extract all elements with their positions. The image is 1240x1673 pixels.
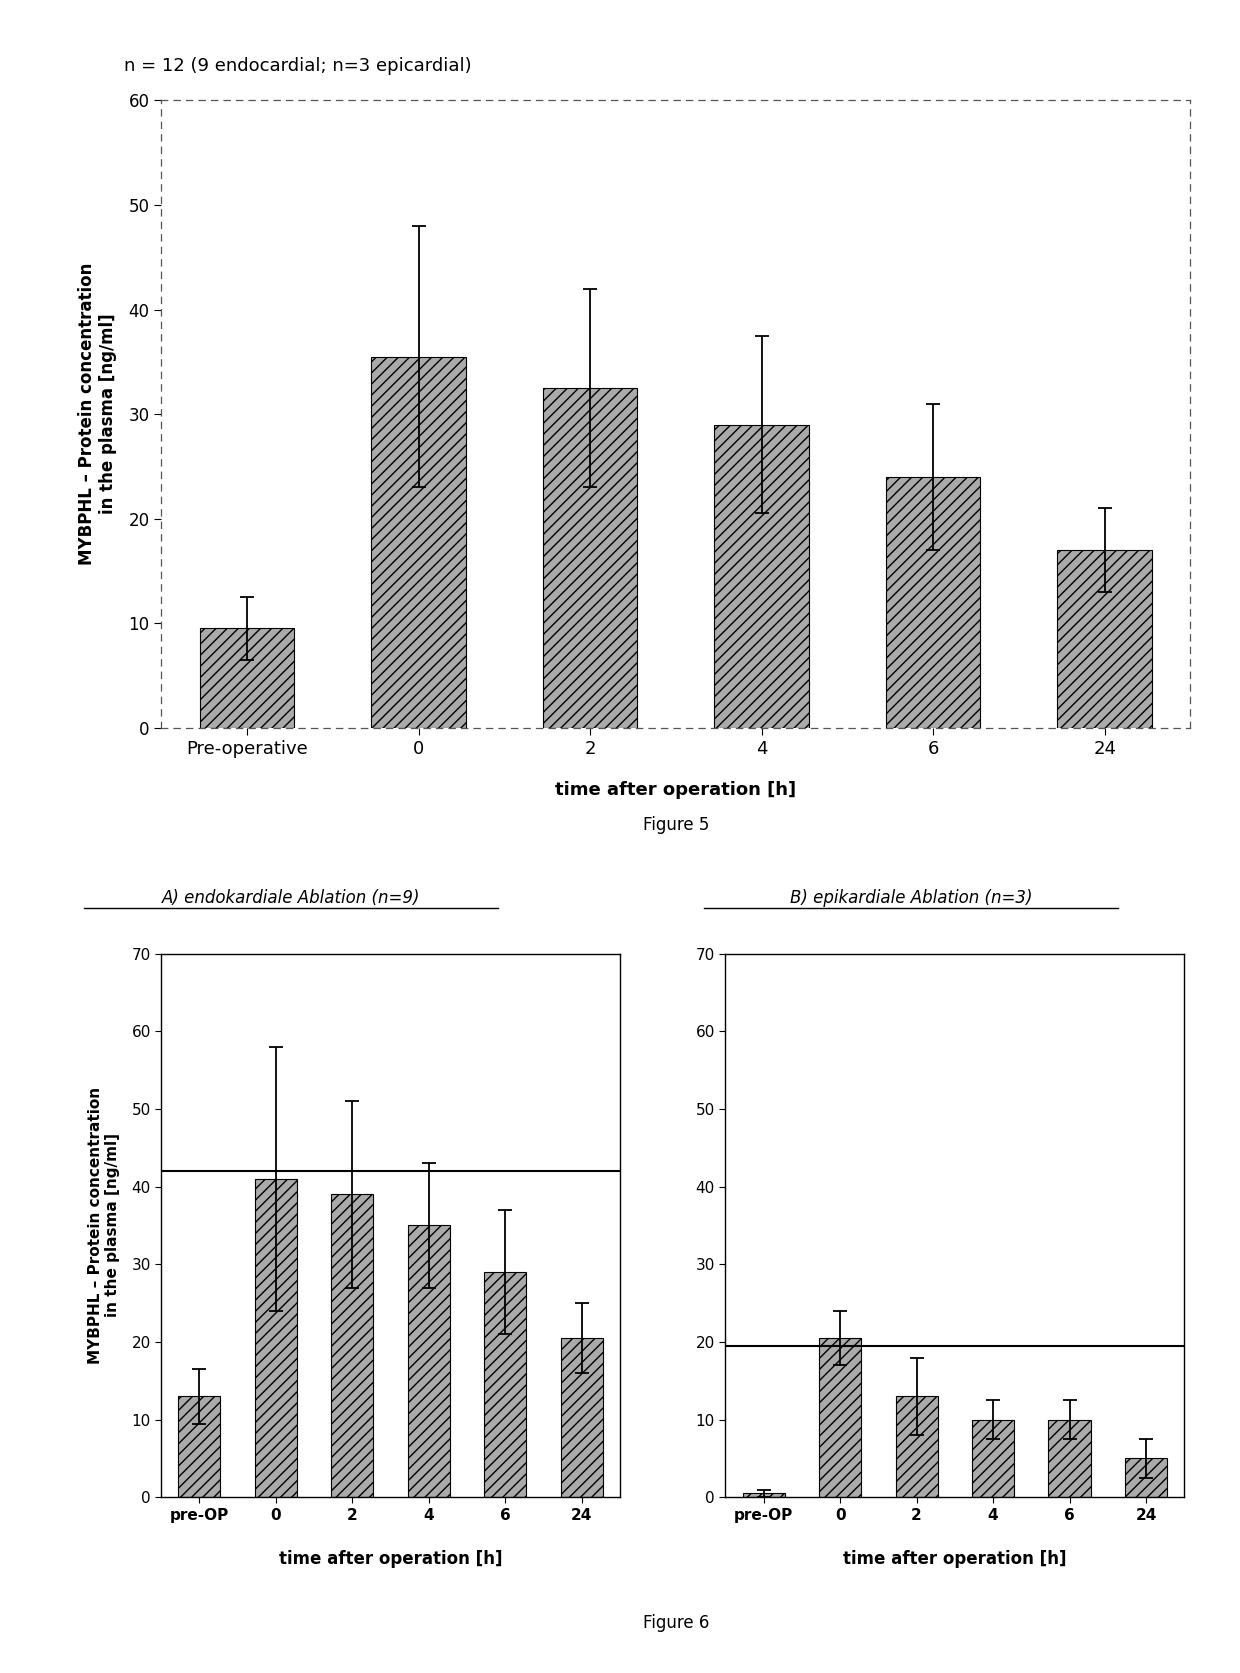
Bar — [200, 629, 294, 728]
Bar — [485, 1271, 526, 1497]
Bar — [972, 1420, 1014, 1497]
Bar — [743, 1494, 785, 1497]
Bar — [331, 1195, 373, 1497]
Text: B) epikardiale Ablation (n=3): B) epikardiale Ablation (n=3) — [790, 888, 1033, 907]
Text: Figure 6: Figure 6 — [642, 1614, 709, 1631]
Bar — [885, 477, 981, 728]
Bar — [371, 356, 466, 728]
Text: n = 12 (9 endocardial; n=3 epicardial): n = 12 (9 endocardial; n=3 epicardial) — [124, 57, 471, 75]
Text: A) endokardiale Ablation (n=9): A) endokardiale Ablation (n=9) — [162, 888, 420, 907]
Text: time after operation [h]: time after operation [h] — [556, 781, 796, 798]
Text: time after operation [h]: time after operation [h] — [843, 1551, 1066, 1568]
Bar — [560, 1338, 603, 1497]
Text: Figure 5: Figure 5 — [642, 816, 709, 833]
Bar — [714, 425, 808, 728]
Bar — [179, 1397, 221, 1497]
Bar — [820, 1338, 861, 1497]
Bar — [1049, 1420, 1090, 1497]
Y-axis label: MYBPHL – Protein concentration
in the plasma [ng/ml]: MYBPHL – Protein concentration in the pl… — [78, 263, 117, 565]
Bar — [1058, 550, 1152, 728]
Bar — [1125, 1459, 1167, 1497]
Y-axis label: MYBPHL – Protein concentration
in the plasma [ng/ml]: MYBPHL – Protein concentration in the pl… — [88, 1087, 120, 1363]
Bar — [408, 1225, 450, 1497]
Bar — [543, 388, 637, 728]
Text: time after operation [h]: time after operation [h] — [279, 1551, 502, 1568]
Bar — [895, 1397, 937, 1497]
Bar — [255, 1179, 296, 1497]
